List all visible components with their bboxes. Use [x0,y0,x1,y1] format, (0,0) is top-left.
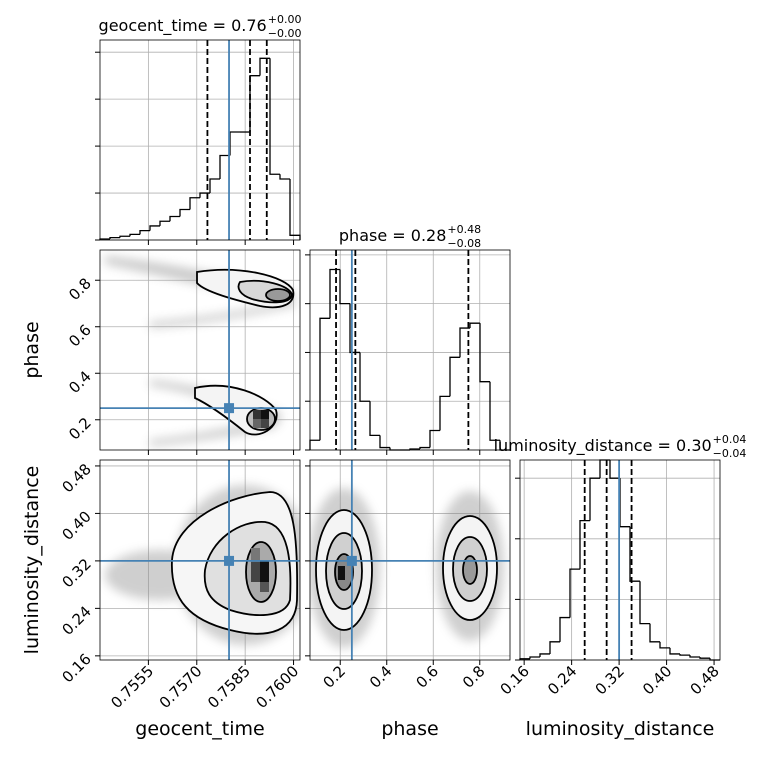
histogram-bin [179,208,190,217]
histogram-bin [429,429,440,448]
histogram-bin [279,174,290,180]
histogram-bin [459,327,470,358]
histogram-bin [669,647,680,655]
histogram-bin [469,322,480,329]
panel-frame [309,459,511,661]
panel-title: luminosity_distance = 0.30 +0.04−0.04 [494,433,747,460]
title-text: geocent_time = 0.76 [99,16,267,36]
y-axis-label: phase [21,321,43,378]
histogram-bin [349,303,360,354]
histogram-bin [369,401,380,437]
title-upper: +0.00 [268,13,302,26]
histogram-bin [629,526,640,582]
histogram-bin [129,233,140,237]
truth-marker [346,555,357,566]
histogram-bin [269,58,280,175]
panel-title: phase = 0.28 +0.48−0.08 [339,223,481,250]
histogram-bin [119,235,130,238]
histogram-bin [149,225,160,231]
histogram-bin [439,395,450,431]
histogram-bin [639,581,650,625]
title-lower: −0.08 [447,237,481,250]
y-axis-label: luminosity_distance [21,466,43,655]
histogram-bin [569,568,580,618]
histogram-bin [539,653,550,657]
histogram-bin [679,653,690,656]
panel-distance-vs-phase [310,488,504,648]
histogram-bin [219,154,230,179]
histogram-bin [109,237,120,240]
title-upper: +0.48 [447,223,481,236]
panel-frame [99,249,301,451]
panel-frame [519,459,721,661]
histogram-bin [189,197,200,210]
x-axis-label: phase [381,718,438,740]
histogram-bin [559,616,570,642]
histogram-bin [699,656,710,659]
histogram-bin [609,460,620,479]
histogram-bin [379,435,390,449]
histogram-bin [549,641,560,654]
histogram-bin [579,519,590,570]
x-axis-label: geocent_time [135,718,264,740]
histogram-bin [359,352,370,402]
title-text: phase = 0.28 [339,226,446,245]
panel-frame [309,249,511,451]
title-upper: +0.04 [713,433,747,446]
histogram-bin [649,623,660,643]
title-lower: −0.04 [713,447,747,460]
panel-frame [99,39,301,241]
histogram-bin [489,381,500,441]
title-lower: −0.00 [268,27,302,40]
title-text: luminosity_distance = 0.30 [494,436,712,456]
histogram-bin [689,655,700,658]
x-axis-label: luminosity_distance [526,718,715,740]
histogram-bin [659,641,670,649]
truth-marker [224,403,235,414]
panel-distance-vs-geocent [105,485,300,645]
truth-marker [224,555,235,566]
histogram-bin [449,356,460,397]
histogram-bin [479,323,490,383]
panel-phase-vs-geocent [105,256,295,446]
histogram-bin [419,446,430,450]
histogram-bin [529,656,540,659]
panel-title: geocent_time = 0.76 +0.00−0.00 [99,13,302,40]
histogram-bin [169,215,180,222]
histogram-bin [589,477,600,521]
panel-frame [99,459,301,661]
histogram-bin [159,220,170,226]
histogram-bin [139,229,150,235]
histogram-bin [339,269,350,305]
density-clouds [105,256,504,648]
histogram-bin [319,317,330,441]
histogram-bin [229,131,240,156]
histogram-bin [209,178,220,194]
